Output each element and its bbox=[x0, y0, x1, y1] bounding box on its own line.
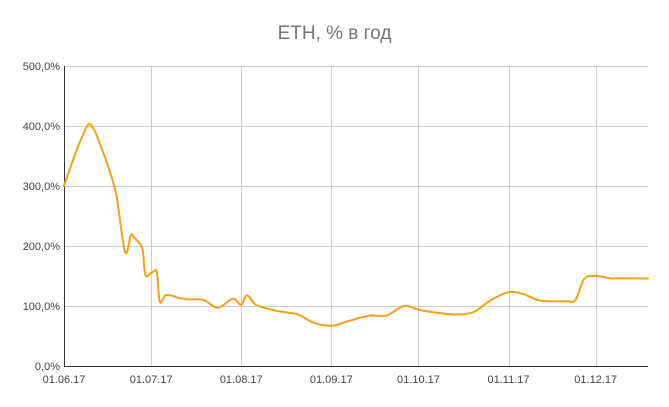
x-tick-label: 01.08.17 bbox=[220, 374, 263, 386]
x-tick-label: 01.09.17 bbox=[310, 374, 353, 386]
series-layer bbox=[63, 123, 649, 327]
x-tick-label: 01.10.17 bbox=[397, 374, 440, 386]
y-tick-label: 0,0% bbox=[35, 361, 60, 373]
y-tick-label: 500,0% bbox=[23, 61, 61, 73]
y-tick-label: 400,0% bbox=[23, 121, 61, 133]
grid-lines bbox=[64, 66, 648, 366]
series-line bbox=[63, 123, 649, 327]
x-tick-labels: 01.06.17 01.07.17 01.08.17 01.09.17 01.10.17… bbox=[43, 374, 618, 386]
y-tick-label: 300,0% bbox=[23, 181, 61, 193]
y-tick-label: 200,0% bbox=[23, 241, 61, 253]
x-tick-label: 01.11.17 bbox=[488, 374, 530, 386]
x-tick-label: 01.06.17 bbox=[43, 374, 86, 386]
x-tick-label: 01.12.17 bbox=[574, 374, 617, 386]
axes bbox=[64, 66, 648, 367]
y-tick-label: 100,0% bbox=[23, 301, 61, 313]
y-tick-labels: 0,0% 100,0% 200,0% 300,0% 400,0% 500,0% bbox=[23, 61, 61, 373]
chart-title: ETH, % в год bbox=[278, 23, 392, 44]
x-tick-label: 01.07.17 bbox=[130, 374, 173, 386]
